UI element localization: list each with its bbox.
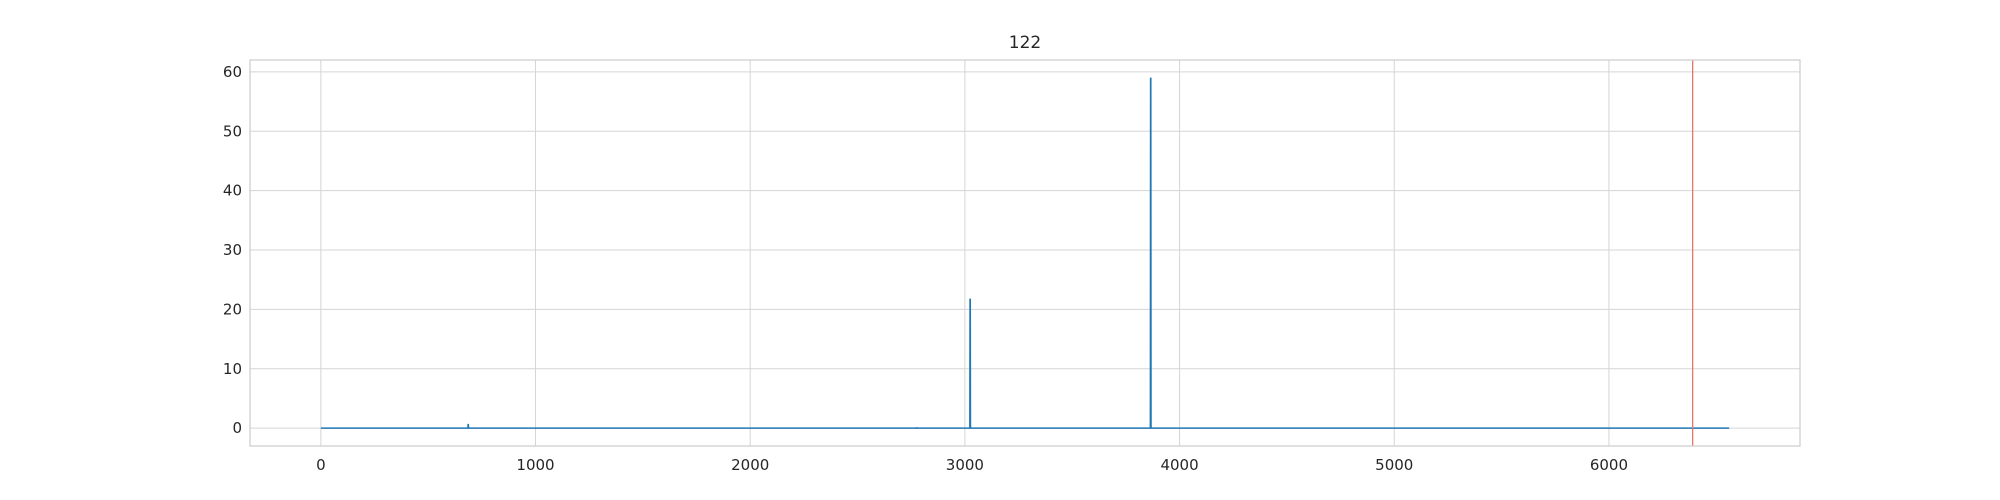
- chart-title: 122: [1009, 33, 1041, 53]
- y-tick-label-60: 60: [223, 63, 242, 81]
- x-tick-label-6000: 6000: [1590, 456, 1628, 474]
- x-tick-label-5000: 5000: [1375, 456, 1413, 474]
- y-tick-label-30: 30: [223, 241, 242, 259]
- y-tick-label-20: 20: [223, 300, 242, 318]
- grid-layer: [250, 60, 1800, 446]
- x-tick-label-1000: 1000: [516, 456, 554, 474]
- plot-frame: [249, 59, 1801, 447]
- tick-label-layer: 0 1000 2000 3000 4000 5000 6000 0 10 20 30 40 50 60: [223, 63, 1628, 474]
- series-line-0: [320, 77, 1730, 429]
- y-tick-label-40: 40: [223, 182, 242, 200]
- x-tick-label-2000: 2000: [731, 456, 769, 474]
- series-layer: [320, 77, 1730, 429]
- y-tick-label-50: 50: [223, 122, 242, 140]
- y-tick-label-0: 0: [232, 419, 242, 437]
- x-tick-label-0: 0: [316, 456, 326, 474]
- x-tick-label-4000: 4000: [1160, 456, 1198, 474]
- x-tick-label-3000: 3000: [946, 456, 984, 474]
- plot-frame-layer: [249, 59, 1801, 447]
- y-tick-label-10: 10: [223, 360, 242, 378]
